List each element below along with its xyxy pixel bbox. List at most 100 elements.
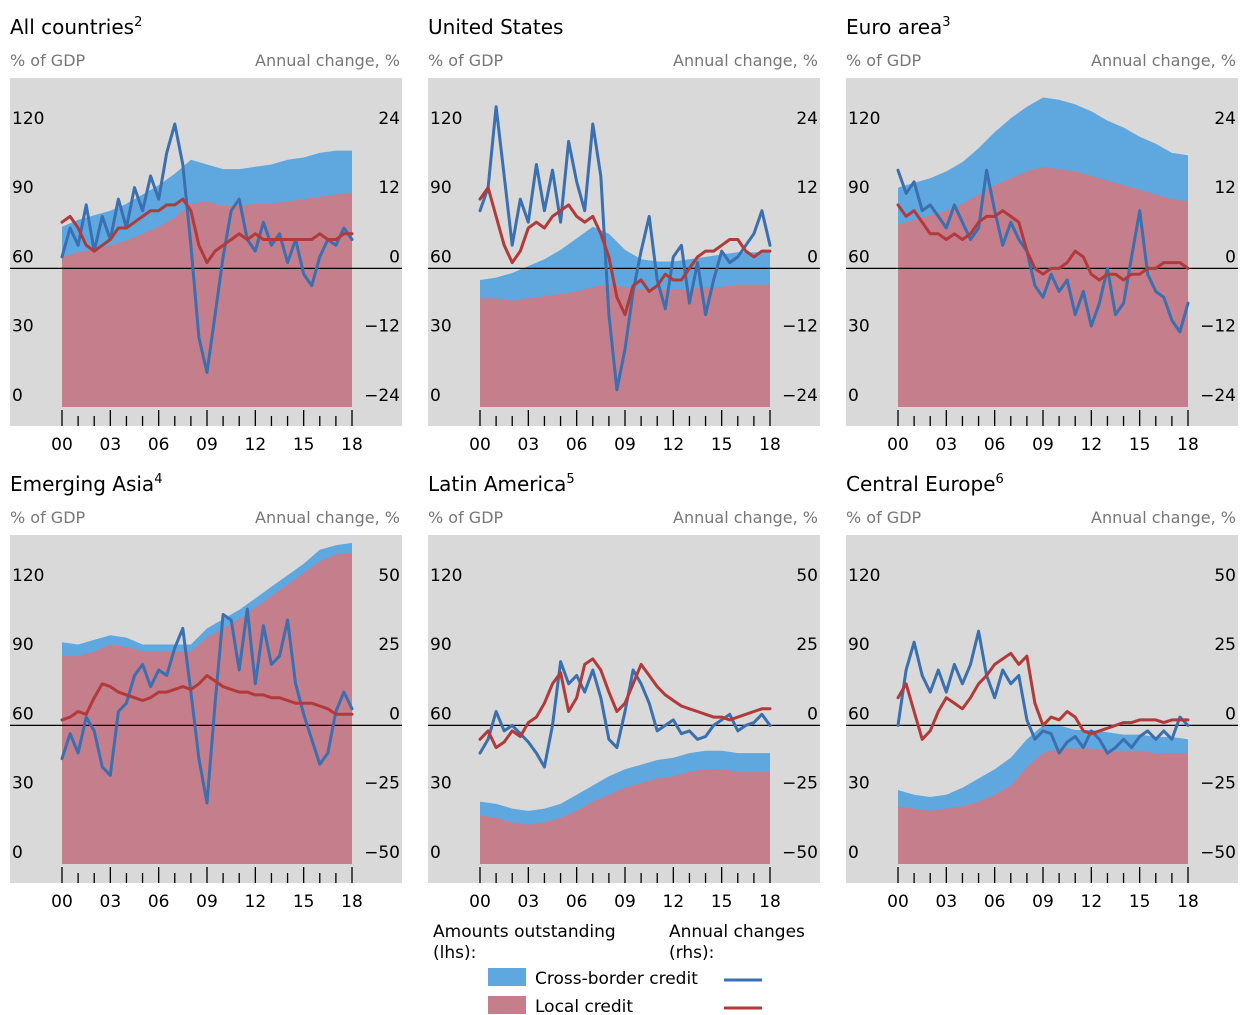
right-tick-label: 24 bbox=[796, 109, 818, 129]
chart-panel-1: All countries2% of GDP Annual change, %03… bbox=[10, 15, 402, 455]
left-tick-label: 90 bbox=[430, 178, 452, 198]
local-credit-line bbox=[896, 651, 1190, 741]
right-tick-label: 24 bbox=[1214, 109, 1236, 129]
left-tick-label: 120 bbox=[848, 109, 880, 129]
x-tick-label: 12 bbox=[663, 435, 685, 455]
x-tick-label: 06 bbox=[148, 435, 170, 455]
legend-lhs-heading: Amounts outstanding bbox=[433, 922, 616, 942]
left-axis-unit: % of GDP bbox=[10, 51, 86, 70]
left-tick-label: 60 bbox=[848, 704, 870, 724]
left-tick-label: 120 bbox=[848, 566, 880, 586]
left-tick-label: 0 bbox=[12, 843, 23, 863]
left-axis-unit: % of GDP bbox=[846, 51, 922, 70]
right-tick-label: 12 bbox=[378, 178, 400, 198]
x-tick-label: 18 bbox=[1177, 892, 1199, 912]
x-tick-label: 00 bbox=[469, 435, 491, 455]
x-tick-label: 15 bbox=[711, 892, 733, 912]
x-tick-label: 09 bbox=[196, 435, 218, 455]
left-tick-label: 30 bbox=[848, 317, 870, 337]
panel-title: Euro area3 bbox=[846, 15, 951, 39]
right-tick-label: 0 bbox=[389, 704, 400, 724]
x-tick-label: 03 bbox=[518, 892, 540, 912]
x-tick-label: 06 bbox=[984, 435, 1006, 455]
x-tick-label: 06 bbox=[566, 435, 588, 455]
right-tick-label: 25 bbox=[1214, 635, 1236, 655]
left-tick-label: 90 bbox=[12, 178, 34, 198]
left-tick-label: 30 bbox=[12, 774, 34, 794]
right-tick-label: 0 bbox=[389, 247, 400, 267]
right-tick-label: −12 bbox=[1200, 317, 1236, 337]
left-tick-label: 30 bbox=[12, 317, 34, 337]
panel-title-footnote: 4 bbox=[154, 472, 162, 487]
left-tick-label: 90 bbox=[848, 178, 870, 198]
x-tick-label: 09 bbox=[614, 892, 636, 912]
chart-panel-3: Euro area3% of GDP Annual change, %030609… bbox=[846, 15, 1238, 455]
panel-title: United States bbox=[428, 15, 563, 39]
x-tick-label: 00 bbox=[469, 892, 491, 912]
x-tick-label: 03 bbox=[100, 435, 122, 455]
legend-area-swatch bbox=[488, 996, 526, 1014]
left-tick-label: 30 bbox=[430, 317, 452, 337]
panel-title-footnote: 5 bbox=[566, 472, 574, 487]
right-axis-unit: Annual change, % bbox=[673, 508, 818, 527]
x-tick-label: 12 bbox=[1081, 435, 1103, 455]
left-tick-label: 60 bbox=[430, 704, 452, 724]
panel-title-footnote: 2 bbox=[134, 15, 142, 30]
left-tick-label: 120 bbox=[12, 566, 44, 586]
x-tick-label: 12 bbox=[245, 435, 267, 455]
x-tick-label: 09 bbox=[614, 435, 636, 455]
right-tick-label: 24 bbox=[378, 109, 400, 129]
left-tick-label: 90 bbox=[848, 635, 870, 655]
right-tick-label: −24 bbox=[782, 386, 818, 406]
cross-border-credit-line bbox=[896, 168, 1190, 334]
left-tick-label: 120 bbox=[430, 109, 462, 129]
left-tick-label: 60 bbox=[12, 704, 34, 724]
left-tick-label: 120 bbox=[12, 109, 44, 129]
right-tick-label: −50 bbox=[364, 843, 400, 863]
chart-panel-2: United States % of GDP Annual change, % 03 0… bbox=[428, 15, 820, 455]
chart-panel-4: Emerging Asia4% of GDP Annual change, %03… bbox=[10, 472, 402, 912]
x-tick-label: 03 bbox=[518, 435, 540, 455]
right-axis-unit: Annual change, % bbox=[673, 51, 818, 70]
chart-panel-6: Central Europe6 % of GDP Annual change, % 0… bbox=[846, 472, 1238, 912]
right-tick-label: −12 bbox=[782, 317, 818, 337]
panel-title: Central Europe6 bbox=[846, 472, 1004, 496]
local-credit-line bbox=[478, 186, 772, 317]
x-tick-label: 09 bbox=[196, 892, 218, 912]
local-credit-area bbox=[62, 552, 352, 864]
right-tick-label: 50 bbox=[1214, 566, 1236, 586]
local-credit-line bbox=[60, 197, 354, 265]
panel-title: Emerging Asia4 bbox=[10, 472, 162, 496]
left-tick-label: 90 bbox=[12, 635, 34, 655]
local-credit-line bbox=[478, 657, 772, 750]
left-tick-label: 0 bbox=[12, 386, 23, 406]
legend: Amounts outstanding(lhs): Annual changes(… bbox=[433, 922, 805, 1015]
x-tick-label: 15 bbox=[1129, 892, 1151, 912]
x-tick-label: 03 bbox=[936, 892, 958, 912]
left-axis-unit: % of GDP bbox=[428, 508, 504, 527]
right-tick-label: 25 bbox=[378, 635, 400, 655]
right-tick-label: 50 bbox=[378, 566, 400, 586]
legend-item-label: Local credit bbox=[535, 997, 633, 1015]
x-tick-label: 06 bbox=[984, 892, 1006, 912]
x-tick-label: 15 bbox=[293, 892, 315, 912]
left-tick-label: 60 bbox=[12, 247, 34, 267]
chart-panel-5: Latin America5% of GDP Annual change, %03… bbox=[428, 472, 820, 912]
right-tick-label: −50 bbox=[1200, 843, 1236, 863]
x-tick-label: 12 bbox=[245, 892, 267, 912]
x-tick-label: 15 bbox=[1129, 435, 1151, 455]
panel-title-footnote: 3 bbox=[942, 15, 950, 30]
left-axis-unit: % of GDP bbox=[428, 51, 504, 70]
left-tick-label: 30 bbox=[430, 774, 452, 794]
right-axis-unit: Annual change, % bbox=[255, 508, 400, 527]
legend-item-label: Cross-border credit bbox=[535, 969, 698, 989]
right-tick-label: −50 bbox=[782, 843, 818, 863]
left-axis-unit: % of GDP bbox=[10, 508, 86, 527]
x-tick-label: 12 bbox=[663, 892, 685, 912]
legend-area-swatch bbox=[488, 968, 526, 986]
local-credit-area bbox=[898, 166, 1188, 407]
left-tick-label: 0 bbox=[848, 386, 859, 406]
x-tick-label: 03 bbox=[100, 892, 122, 912]
right-tick-label: 12 bbox=[796, 178, 818, 198]
right-tick-label: −24 bbox=[1200, 386, 1236, 406]
